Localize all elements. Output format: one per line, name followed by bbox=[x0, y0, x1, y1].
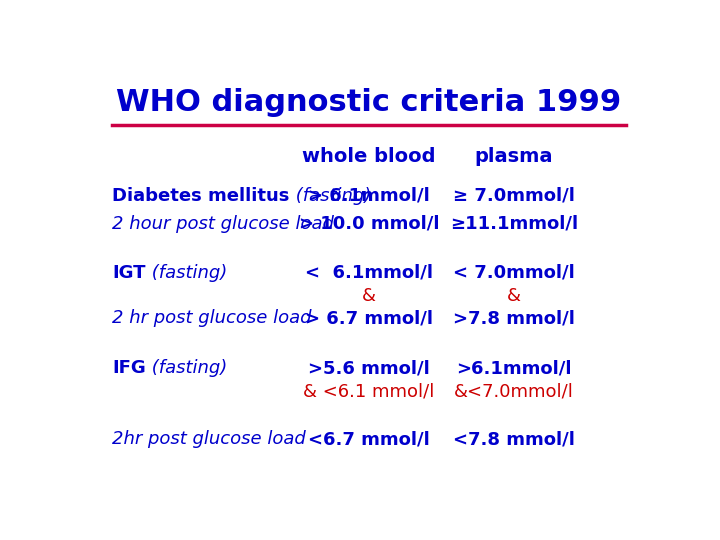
Text: <  6.1mmol/l: < 6.1mmol/l bbox=[305, 264, 433, 282]
Text: >7.8 mmol/l: >7.8 mmol/l bbox=[453, 309, 575, 327]
Text: IFG: IFG bbox=[112, 359, 146, 377]
Text: 2hr post glucose load: 2hr post glucose load bbox=[112, 430, 306, 448]
Text: >5.6 mmol/l: >5.6 mmol/l bbox=[308, 359, 430, 377]
Text: > 10.0 mmol/l: > 10.0 mmol/l bbox=[299, 214, 439, 233]
Text: > 6.7 mmol/l: > 6.7 mmol/l bbox=[305, 309, 433, 327]
Text: <6.7 mmol/l: <6.7 mmol/l bbox=[308, 430, 430, 448]
Text: (fasting): (fasting) bbox=[146, 264, 227, 282]
Text: WHO diagnostic criteria 1999: WHO diagnostic criteria 1999 bbox=[117, 87, 621, 117]
Text: plasma: plasma bbox=[474, 147, 554, 166]
Text: & <6.1 mmol/l: & <6.1 mmol/l bbox=[303, 382, 435, 400]
Text: ≥11.1mmol/l: ≥11.1mmol/l bbox=[450, 214, 578, 233]
Text: &<7.0mmol/l: &<7.0mmol/l bbox=[454, 382, 574, 400]
Text: whole blood: whole blood bbox=[302, 147, 436, 166]
Text: ≥ 7.0mmol/l: ≥ 7.0mmol/l bbox=[453, 187, 575, 205]
Text: &: & bbox=[362, 287, 376, 305]
Text: 2 hr post glucose load: 2 hr post glucose load bbox=[112, 309, 312, 327]
Text: IGT: IGT bbox=[112, 264, 146, 282]
Text: Diabetes mellitus: Diabetes mellitus bbox=[112, 187, 289, 205]
Text: (fasting): (fasting) bbox=[289, 187, 371, 205]
Text: >6.1mmol/l: >6.1mmol/l bbox=[456, 359, 572, 377]
Text: 2 hour post glucose load: 2 hour post glucose load bbox=[112, 214, 334, 233]
Text: > 6.1mmol/l: > 6.1mmol/l bbox=[308, 187, 430, 205]
Text: <7.8 mmol/l: <7.8 mmol/l bbox=[453, 430, 575, 448]
Text: < 7.0mmol/l: < 7.0mmol/l bbox=[453, 264, 575, 282]
Text: &: & bbox=[507, 287, 521, 305]
Text: (fasting): (fasting) bbox=[146, 359, 228, 377]
